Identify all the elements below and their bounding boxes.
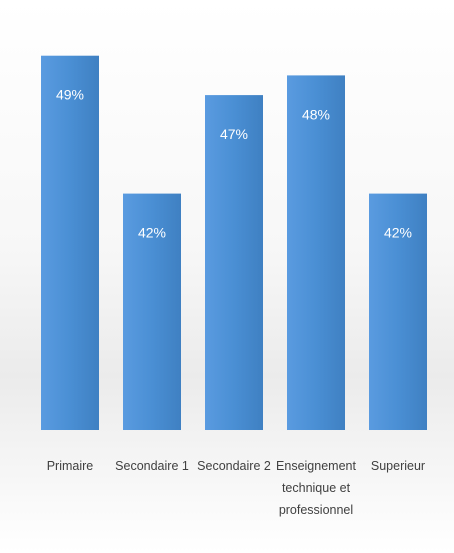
category-label: Secondaire 2 xyxy=(197,459,271,473)
category-label: professionnel xyxy=(279,503,353,517)
bar-1 xyxy=(41,55,99,430)
bars-group: 49% 42% 47% 48% 42% xyxy=(41,55,427,431)
bar-4 xyxy=(287,75,345,431)
bar-value-label: 48% xyxy=(302,106,330,122)
bar-2 xyxy=(123,193,181,430)
bar-5 xyxy=(369,193,427,430)
bar-value-label: 49% xyxy=(56,87,84,103)
category-label: Superieur xyxy=(371,459,425,473)
category-label: Enseignement xyxy=(276,459,356,473)
bar-value-label: 47% xyxy=(220,126,248,142)
category-label: technique et xyxy=(282,481,351,495)
bar-value-label: 42% xyxy=(138,225,166,241)
category-label: Secondaire 1 xyxy=(115,459,189,473)
category-label: Primaire xyxy=(47,459,94,473)
bar-3 xyxy=(205,95,263,430)
category-labels-group: Primaire Secondaire 1 Secondaire 2 Enseigne… xyxy=(47,459,425,517)
bar-value-label: 42% xyxy=(384,225,412,241)
